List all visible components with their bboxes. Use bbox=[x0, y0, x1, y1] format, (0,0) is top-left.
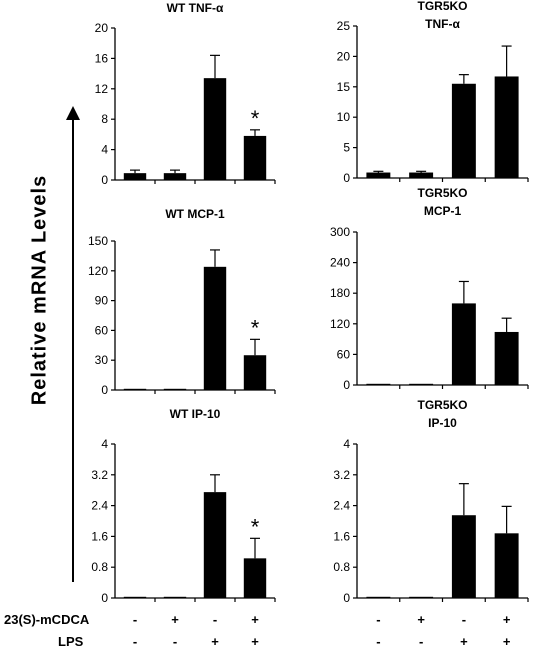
panel-1-y-tick-label: 12 bbox=[95, 82, 109, 96]
treatment-sign-mcdca: + bbox=[502, 612, 511, 627]
panel-4-y-tick-label: 180 bbox=[330, 286, 350, 300]
treatment-sign-lps: - bbox=[418, 634, 424, 649]
panel-1-bar bbox=[243, 135, 267, 180]
panel-6-y-tick-label: 4 bbox=[343, 437, 350, 451]
treatment-sign-lps: + bbox=[502, 634, 511, 649]
panel-1-title: WT TNF-α bbox=[167, 1, 224, 15]
row-label-lps: LPS bbox=[58, 634, 84, 649]
panel-1-significance-star: * bbox=[251, 106, 260, 131]
panel-2-y-tick-label: 15 bbox=[337, 80, 351, 94]
panel-6-y-tick-label: 0 bbox=[343, 591, 350, 605]
panel-5-bar bbox=[123, 596, 147, 598]
panel-6-bar bbox=[366, 596, 391, 598]
panel-1-y-tick-label: 16 bbox=[95, 51, 109, 65]
panel-2-bar bbox=[451, 83, 476, 178]
panel-3-bar bbox=[163, 388, 187, 390]
panel-4-y-tick-label: 120 bbox=[330, 317, 350, 331]
panel-6-y-tick-label: 3.2 bbox=[333, 468, 350, 482]
panel-5-y-tick-label: 2.4 bbox=[91, 499, 108, 513]
panel-4-y-tick-label: 60 bbox=[337, 347, 351, 361]
panel-5-y-tick-label: 4 bbox=[101, 437, 108, 451]
panel-2-title: TGR5KO bbox=[417, 0, 467, 13]
panel-3-y-tick-label: 60 bbox=[95, 323, 109, 337]
y-axis-arrow-shaft bbox=[72, 112, 74, 582]
panel-2-y-tick-label: 25 bbox=[337, 19, 351, 33]
panel-3-bar bbox=[203, 266, 227, 390]
treatment-sign-lps: + bbox=[211, 634, 219, 649]
treatment-sign-lps: + bbox=[460, 634, 468, 649]
panel-2-bar bbox=[409, 172, 434, 178]
panel-6-y-tick-label: 1.6 bbox=[333, 529, 350, 543]
panel-6-title: IP-10 bbox=[428, 416, 457, 430]
panel-4-y-tick-label: 0 bbox=[343, 378, 350, 392]
panel-3-bar bbox=[123, 388, 147, 390]
panel-6-title: TGR5KO bbox=[417, 398, 467, 412]
panel-2-y-tick-label: 0 bbox=[343, 171, 350, 185]
panel-1-bar bbox=[203, 78, 227, 180]
panel-1-y-tick-label: 8 bbox=[101, 112, 108, 126]
panel-3-bar bbox=[243, 355, 267, 390]
panel-2-bar bbox=[494, 76, 519, 178]
panel-2-y-tick-label: 20 bbox=[337, 49, 351, 63]
panel-5-y-tick-label: 0 bbox=[101, 591, 108, 605]
panel-6-bar bbox=[451, 515, 476, 598]
panel-3-title: WT MCP-1 bbox=[165, 207, 225, 221]
panel-1-bar bbox=[123, 173, 147, 180]
panel-5-y-tick-label: 1.6 bbox=[91, 529, 108, 543]
treatment-sign-mcdca: - bbox=[376, 612, 381, 627]
treatment-sign-mcdca: - bbox=[461, 612, 467, 627]
panel-6-bar bbox=[494, 533, 519, 598]
panel-3-y-tick-label: 150 bbox=[88, 234, 108, 248]
panel-6-y-tick-label: 0.8 bbox=[333, 560, 350, 574]
panel-4-bar bbox=[409, 383, 434, 385]
panel-2-y-tick-label: 10 bbox=[337, 110, 351, 124]
panel-4-bar bbox=[494, 331, 519, 385]
panel-5-bar bbox=[203, 492, 227, 598]
panel-5-bar bbox=[163, 596, 187, 598]
panel-4-bar bbox=[366, 383, 391, 385]
treatment-sign-mcdca: + bbox=[417, 612, 425, 627]
panel-3-y-tick-label: 0 bbox=[101, 383, 108, 397]
panel-4-y-tick-label: 240 bbox=[330, 256, 350, 270]
treatment-sign-lps: + bbox=[251, 634, 259, 649]
panel-5-bar bbox=[243, 558, 267, 598]
panel-2-y-tick-label: 5 bbox=[343, 141, 350, 155]
row-label-mcdca: 23(S)-mCDCA bbox=[4, 612, 90, 627]
panel-4-title: TGR5KO bbox=[417, 186, 467, 200]
panel-6-bar bbox=[409, 596, 434, 598]
panel-5-significance-star: * bbox=[251, 514, 260, 539]
treatment-sign-mcdca: - bbox=[132, 612, 138, 627]
y-axis-arrow-head bbox=[66, 106, 80, 120]
treatment-sign-mcdca: + bbox=[251, 612, 259, 627]
treatment-sign-mcdca: + bbox=[171, 612, 179, 627]
treatment-sign-mcdca: - bbox=[212, 612, 218, 627]
panel-4-title: MCP-1 bbox=[424, 204, 462, 218]
panel-2-title: TNF-α bbox=[425, 17, 460, 31]
panel-3-y-tick-label: 30 bbox=[95, 353, 109, 367]
treatment-sign-lps: - bbox=[172, 634, 178, 649]
panel-1-bar bbox=[163, 173, 187, 180]
panel-1-y-tick-label: 20 bbox=[95, 21, 109, 35]
panel-5-title: WT IP-10 bbox=[170, 407, 221, 421]
panel-4-bar bbox=[451, 303, 476, 385]
treatment-sign-lps: - bbox=[376, 634, 381, 649]
panel-1-y-tick-label: 4 bbox=[101, 143, 108, 157]
treatment-sign-lps: - bbox=[132, 634, 138, 649]
panel-3-y-tick-label: 90 bbox=[95, 294, 109, 308]
panel-4-y-tick-label: 300 bbox=[330, 225, 350, 239]
panel-1-y-tick-label: 0 bbox=[101, 173, 108, 187]
panel-5-y-tick-label: 3.2 bbox=[91, 468, 108, 482]
panel-3-significance-star: * bbox=[251, 315, 260, 340]
panel-2-bar bbox=[366, 172, 391, 178]
panel-5-y-tick-label: 0.8 bbox=[91, 560, 108, 574]
panel-6-y-tick-label: 2.4 bbox=[333, 499, 350, 513]
panel-3-y-tick-label: 120 bbox=[88, 264, 108, 278]
